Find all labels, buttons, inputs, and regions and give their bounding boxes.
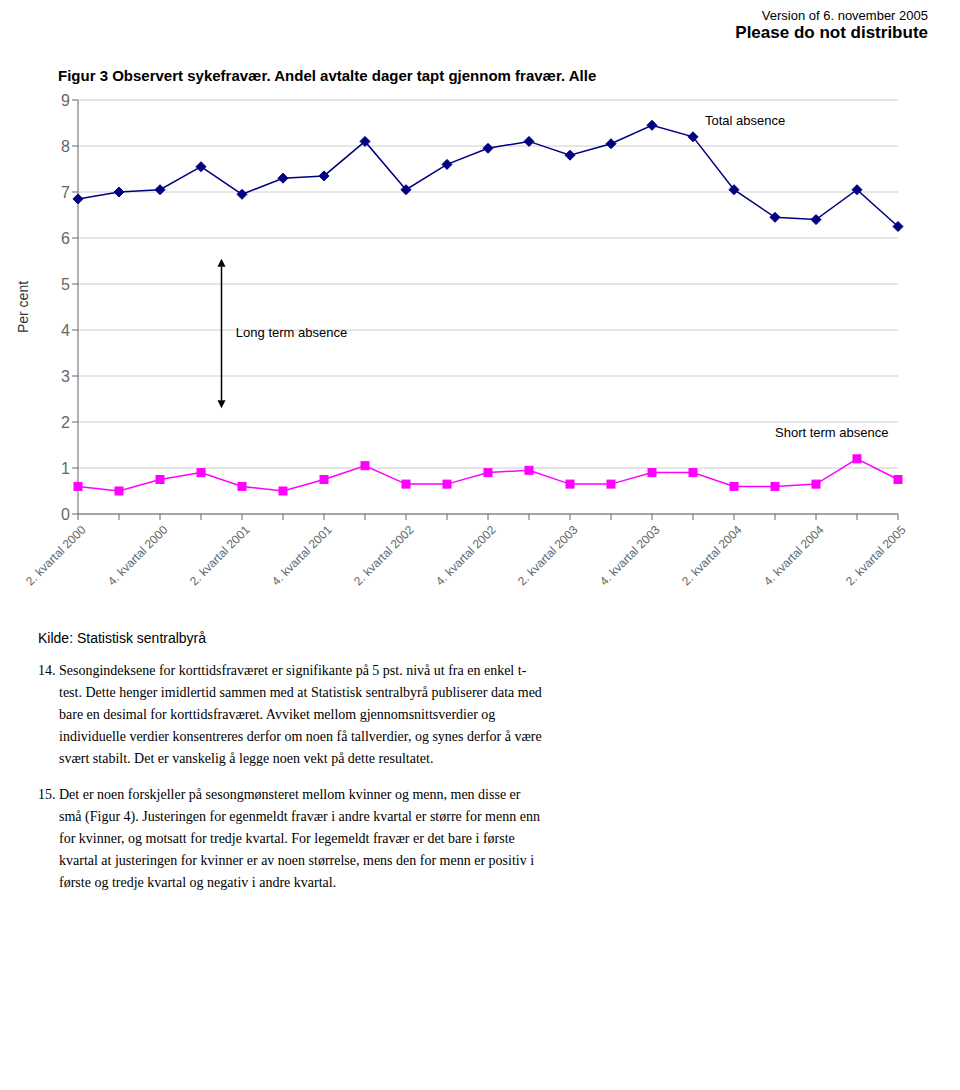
html-text:Version of 6. november 2005: Version of 6. november 2005 xyxy=(761,8,928,23)
svg-text:2: 2 xyxy=(61,414,70,431)
svg-text:Per cent: Per cent xyxy=(15,281,31,333)
svg-text:4. kvartal 2003: 4. kvartal 2003 xyxy=(597,522,663,588)
svg-text:8: 8 xyxy=(61,138,70,155)
svg-text:4. kvartal 2002: 4. kvartal 2002 xyxy=(433,522,499,588)
svg-text:9: 9 xyxy=(61,92,70,109)
svg-text:4. kvartal 2004: 4. kvartal 2004 xyxy=(761,522,827,588)
svg-text:4: 4 xyxy=(61,322,70,339)
svg-text:2. kvartal 2005: 2. kvartal 2005 xyxy=(843,522,909,588)
svg-text:2. kvartal 2002: 2. kvartal 2002 xyxy=(351,522,417,588)
svg-text:Short term absence: Short term absence xyxy=(775,425,888,440)
svg-text:4. kvartal 2000: 4. kvartal 2000 xyxy=(105,522,171,588)
svg-text:1: 1 xyxy=(61,460,70,477)
svg-text:4. kvartal 2001: 4. kvartal 2001 xyxy=(269,522,335,588)
html-text:individuelle verdier konsentre: individuelle verdier konsentreres derfor… xyxy=(38,729,542,744)
html-text:14. Sesongindeksene for kortti: 14. Sesongindeksene for korttidsfraværet… xyxy=(38,663,527,678)
html-text:kvartal at justeringen for kvi: kvartal at justeringen for kvinner er av… xyxy=(38,853,535,868)
html-text:bare en desimal for korttidsfr: bare en desimal for korttidsfraværet. Av… xyxy=(38,707,496,722)
svg-text:0: 0 xyxy=(61,506,70,523)
html-text:for kvinner, og motsatt for tr: for kvinner, og motsatt for tredje kvart… xyxy=(38,831,515,846)
svg-text:2. kvartal 2004: 2. kvartal 2004 xyxy=(679,522,745,588)
html-text:svært stabilt. Det er vanskeli: svært stabilt. Det er vanskelig å legge … xyxy=(38,751,434,766)
svg-text:3: 3 xyxy=(61,368,70,385)
svg-text:7: 7 xyxy=(61,184,70,201)
html-text:Please do not distribute: Please do not distribute xyxy=(735,23,928,42)
svg-text:5: 5 xyxy=(61,276,70,293)
svg-text:2. kvartal 2003: 2. kvartal 2003 xyxy=(515,522,581,588)
svg-text:2. kvartal 2001: 2. kvartal 2001 xyxy=(187,522,253,588)
html-text:små (Figur 4). Justeringen for: små (Figur 4). Justeringen for egenmeldt… xyxy=(38,809,540,824)
svg-text:6: 6 xyxy=(61,230,70,247)
html-text:første og tredje kvartal og ne: første og tredje kvartal og negativ i an… xyxy=(38,875,337,890)
svg-text:Long term absence: Long term absence xyxy=(236,325,347,340)
html-text:15. Det er noen forskjeller på: 15. Det er noen forskjeller på sesongmøn… xyxy=(38,787,521,802)
svg-text:Total absence: Total absence xyxy=(705,113,785,128)
html-text:test. Dette henger imidlertid: test. Dette henger imidlertid sammen med… xyxy=(38,685,542,700)
html-text:Kilde: Statistisk sentralbyrå: Kilde: Statistisk sentralbyrå xyxy=(38,630,207,646)
svg-text:2. kvartal 2000: 2. kvartal 2000 xyxy=(23,522,89,588)
html-text:Figur 3 Observert sykefravær.: Figur 3 Observert sykefravær. Andel avta… xyxy=(58,67,597,84)
